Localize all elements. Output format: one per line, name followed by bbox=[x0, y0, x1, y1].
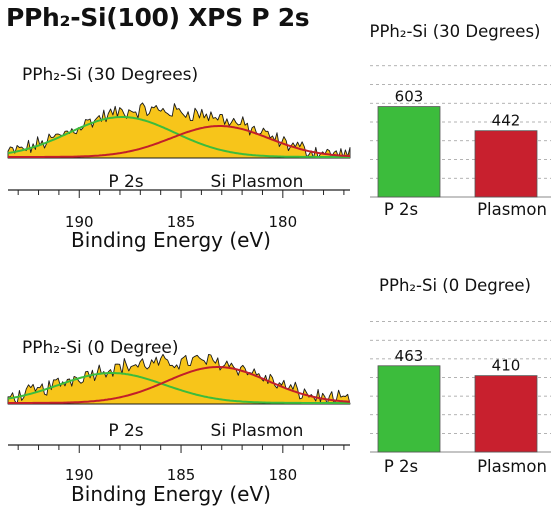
bar-value-label: 442 bbox=[492, 112, 521, 130]
spectrum-panel-30deg: PPh₂-Si (30 Degrees) P 2s Si Plasmon 190 185… bbox=[7, 65, 351, 252]
bar-value-label: 463 bbox=[395, 347, 424, 365]
plasmon-fit-curve bbox=[8, 125, 351, 158]
plasmon-bar bbox=[474, 130, 538, 198]
spectrum-title: PPh₂-Si (30 Degrees) bbox=[22, 65, 198, 85]
spectrum-filled-area bbox=[7, 353, 351, 405]
spectrum-filled-area bbox=[7, 102, 351, 159]
bar-category-label: Plasmon bbox=[477, 457, 547, 476]
bar-category-label: Plasmon bbox=[477, 200, 547, 219]
x-tick-label: 180 bbox=[269, 213, 298, 231]
x-tick-label: 180 bbox=[269, 466, 298, 484]
p2s-peak-label: P 2s bbox=[108, 172, 143, 192]
plasmon-peak-label: Si Plasmon bbox=[211, 421, 304, 441]
bar-value-label: 410 bbox=[492, 357, 521, 375]
bar-panel-30deg: PPh₂-Si (30 Degrees) 603 P 2s 442 Plasmon bbox=[370, 22, 551, 219]
plasmon-bar bbox=[474, 375, 538, 453]
bar-chart-title: PPh₂-Si (30 Degrees) bbox=[370, 22, 541, 41]
plasmon-peak-label: Si Plasmon bbox=[211, 172, 304, 192]
x-tick-label: 185 bbox=[167, 466, 196, 484]
x-tick-label: 190 bbox=[65, 213, 94, 231]
page-title: PPh₂-Si(100) XPS P 2s bbox=[6, 3, 310, 32]
bar-panel-0deg: PPh₂-Si (0 Degree) 463 P 2s 410 Plasmon bbox=[370, 276, 551, 476]
spectrum-panel-0deg: PPh₂-Si (0 Degree) P 2s Si Plasmon 190 185 18… bbox=[7, 338, 351, 506]
x-tick-label: 185 bbox=[167, 213, 196, 231]
p2s-bar bbox=[377, 106, 441, 198]
x-tick-label: 190 bbox=[65, 466, 94, 484]
p2s-peak-label: P 2s bbox=[108, 421, 143, 441]
bar-chart-title: PPh₂-Si (0 Degree) bbox=[379, 276, 531, 295]
p2s-fit-curve bbox=[7, 372, 350, 404]
bar-category-label: P 2s bbox=[384, 457, 418, 476]
x-axis-label: Binding Energy (eV) bbox=[71, 228, 271, 252]
bar-value-label: 603 bbox=[395, 88, 424, 106]
p2s-bar bbox=[377, 365, 441, 453]
bar-category-label: P 2s bbox=[384, 200, 418, 219]
spectrum-title: PPh₂-Si (0 Degree) bbox=[22, 338, 179, 358]
x-axis-label: Binding Energy (eV) bbox=[71, 482, 271, 506]
plasmon-fit-curve bbox=[8, 366, 351, 404]
